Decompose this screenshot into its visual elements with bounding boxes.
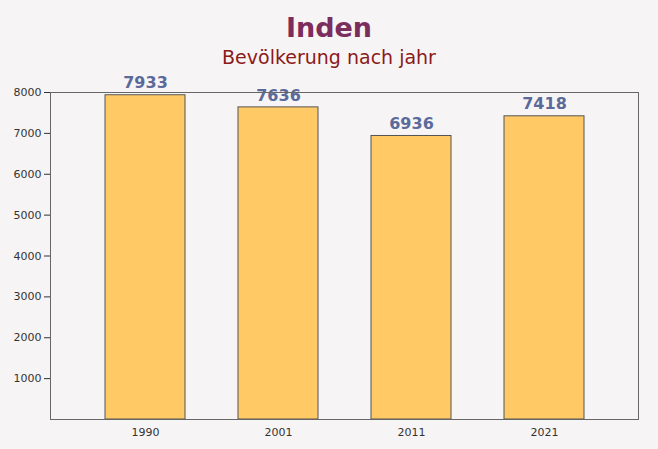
svg-text:7000: 7000	[14, 127, 42, 140]
svg-text:2021: 2021	[531, 426, 559, 439]
svg-text:6000: 6000	[14, 168, 42, 181]
svg-text:7418: 7418	[522, 94, 567, 113]
svg-text:5000: 5000	[14, 209, 42, 222]
svg-text:6936: 6936	[389, 114, 434, 133]
svg-text:7933: 7933	[123, 73, 168, 92]
svg-text:2001: 2001	[265, 426, 293, 439]
svg-text:7636: 7636	[256, 85, 301, 104]
html-text:Inden: Inden	[285, 12, 373, 43]
html-text:Bevölkerung nach jahr: Bevölkerung nach jahr	[222, 46, 436, 68]
svg-text:2000: 2000	[14, 331, 42, 344]
svg-text:8000: 8000	[14, 86, 42, 99]
svg-text:4000: 4000	[14, 250, 42, 263]
svg-text:1000: 1000	[14, 372, 42, 385]
svg-text:3000: 3000	[14, 290, 42, 303]
svg-text:2011: 2011	[398, 426, 426, 439]
svg-text:1990: 1990	[132, 426, 160, 439]
